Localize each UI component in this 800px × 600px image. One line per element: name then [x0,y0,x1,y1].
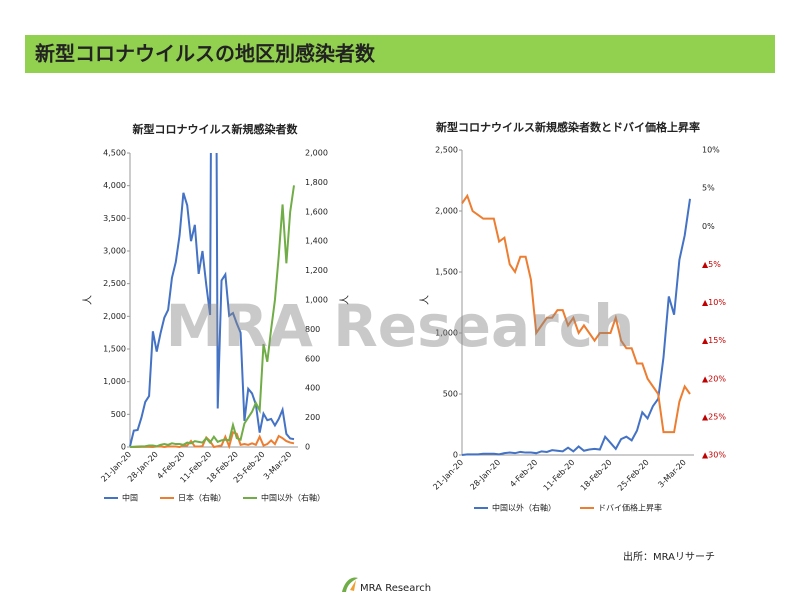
y2-tick-label: 1,600 [305,207,328,216]
plot-area [129,153,295,449]
x-tick-label: 25-Feb-20 [616,458,651,493]
y-tick-label: 3,000 [103,247,126,256]
series-line [129,153,295,447]
legend-label: ドバイ価格上昇率 [598,503,662,513]
y-tick-label: 0 [453,451,458,460]
x-tick-label: 11-Feb-20 [542,458,577,493]
y-tick-label: 500 [111,410,126,419]
y-tick-label: 2,500 [435,146,458,155]
y2-tick-label: 200 [305,413,320,422]
y-tick-label: 1,500 [435,268,458,277]
series-line [461,193,691,434]
y-tick-label: 1,000 [435,329,458,338]
y-tick-label: 3,500 [103,214,126,223]
y2-tick-label: 1,800 [305,178,328,187]
y2-tick-label: 5% [702,184,715,193]
y2-tick-label: 600 [305,354,320,363]
series-line [461,198,691,456]
watermark: MRA Research [166,292,635,360]
y2-tick-label: ▲25% [702,412,726,421]
x-tick-label: 21-Jan-20 [431,458,465,492]
y-tick-label: 0 [121,443,126,452]
y2-tick-label: 800 [305,325,320,334]
y-axis-label: 人 [419,295,431,305]
y2-tick-label: 2,000 [305,149,328,158]
y-tick-label: 2,500 [103,279,126,288]
x-tick-label: 3-Mar-20 [656,458,688,490]
y2-tick-label: ▲15% [702,336,726,345]
y-tick-label: 500 [443,390,458,399]
legend-label: 中国以外（右軸） [261,493,325,503]
logo-text: MRA Research [360,583,431,594]
chart-title: 新型コロナウイルス新規感染者数とドバイ価格上昇率 [436,120,700,134]
slide-title: 新型コロナウイルスの地区別感染者数 [35,42,376,66]
y-tick-label: 4,000 [103,181,126,190]
y2-tick-label: ▲10% [702,298,726,307]
logo-icon [350,580,356,591]
y2-tick-label: 0 [305,443,310,452]
x-tick-label: 18-Feb-20 [579,458,614,493]
y2-tick-label: 1,000 [305,296,328,305]
y-tick-label: 4,500 [103,149,126,158]
chart-title: 新型コロナウイルス新規感染者数 [133,122,299,136]
y2-tick-label: 400 [305,384,320,393]
y2-tick-label: 0% [702,222,715,231]
series-line [129,185,295,448]
legend-label: 日本（右軸） [178,493,226,503]
x-tick-label: 4-Feb-20 [508,458,539,489]
y-tick-label: 1,500 [103,345,126,354]
y2-axis-label: 人 [339,295,351,305]
title-bar [25,35,775,73]
legend-label: 中国以外（右軸） [492,503,556,513]
source: 出所：MRAリサーチ [623,550,715,563]
y2-tick-label: ▲20% [702,374,726,383]
y2-tick-label: 10% [702,146,720,155]
y2-tick-label: ▲30% [702,451,726,460]
logo-icon [342,577,358,592]
y-tick-label: 2,000 [103,312,126,321]
y-tick-label: 2,000 [435,207,458,216]
legend-label: 中国 [122,493,138,503]
x-tick-label: 3-Mar-20 [262,450,294,482]
y2-tick-label: 1,200 [305,266,328,275]
y-axis-label: 人 [82,295,94,305]
y2-tick-label: 1,400 [305,237,328,246]
x-tick-label: 28-Jan-20 [468,458,502,492]
plot-area [461,193,691,456]
y-tick-label: 1,000 [103,377,126,386]
y2-tick-label: ▲5% [702,260,721,269]
